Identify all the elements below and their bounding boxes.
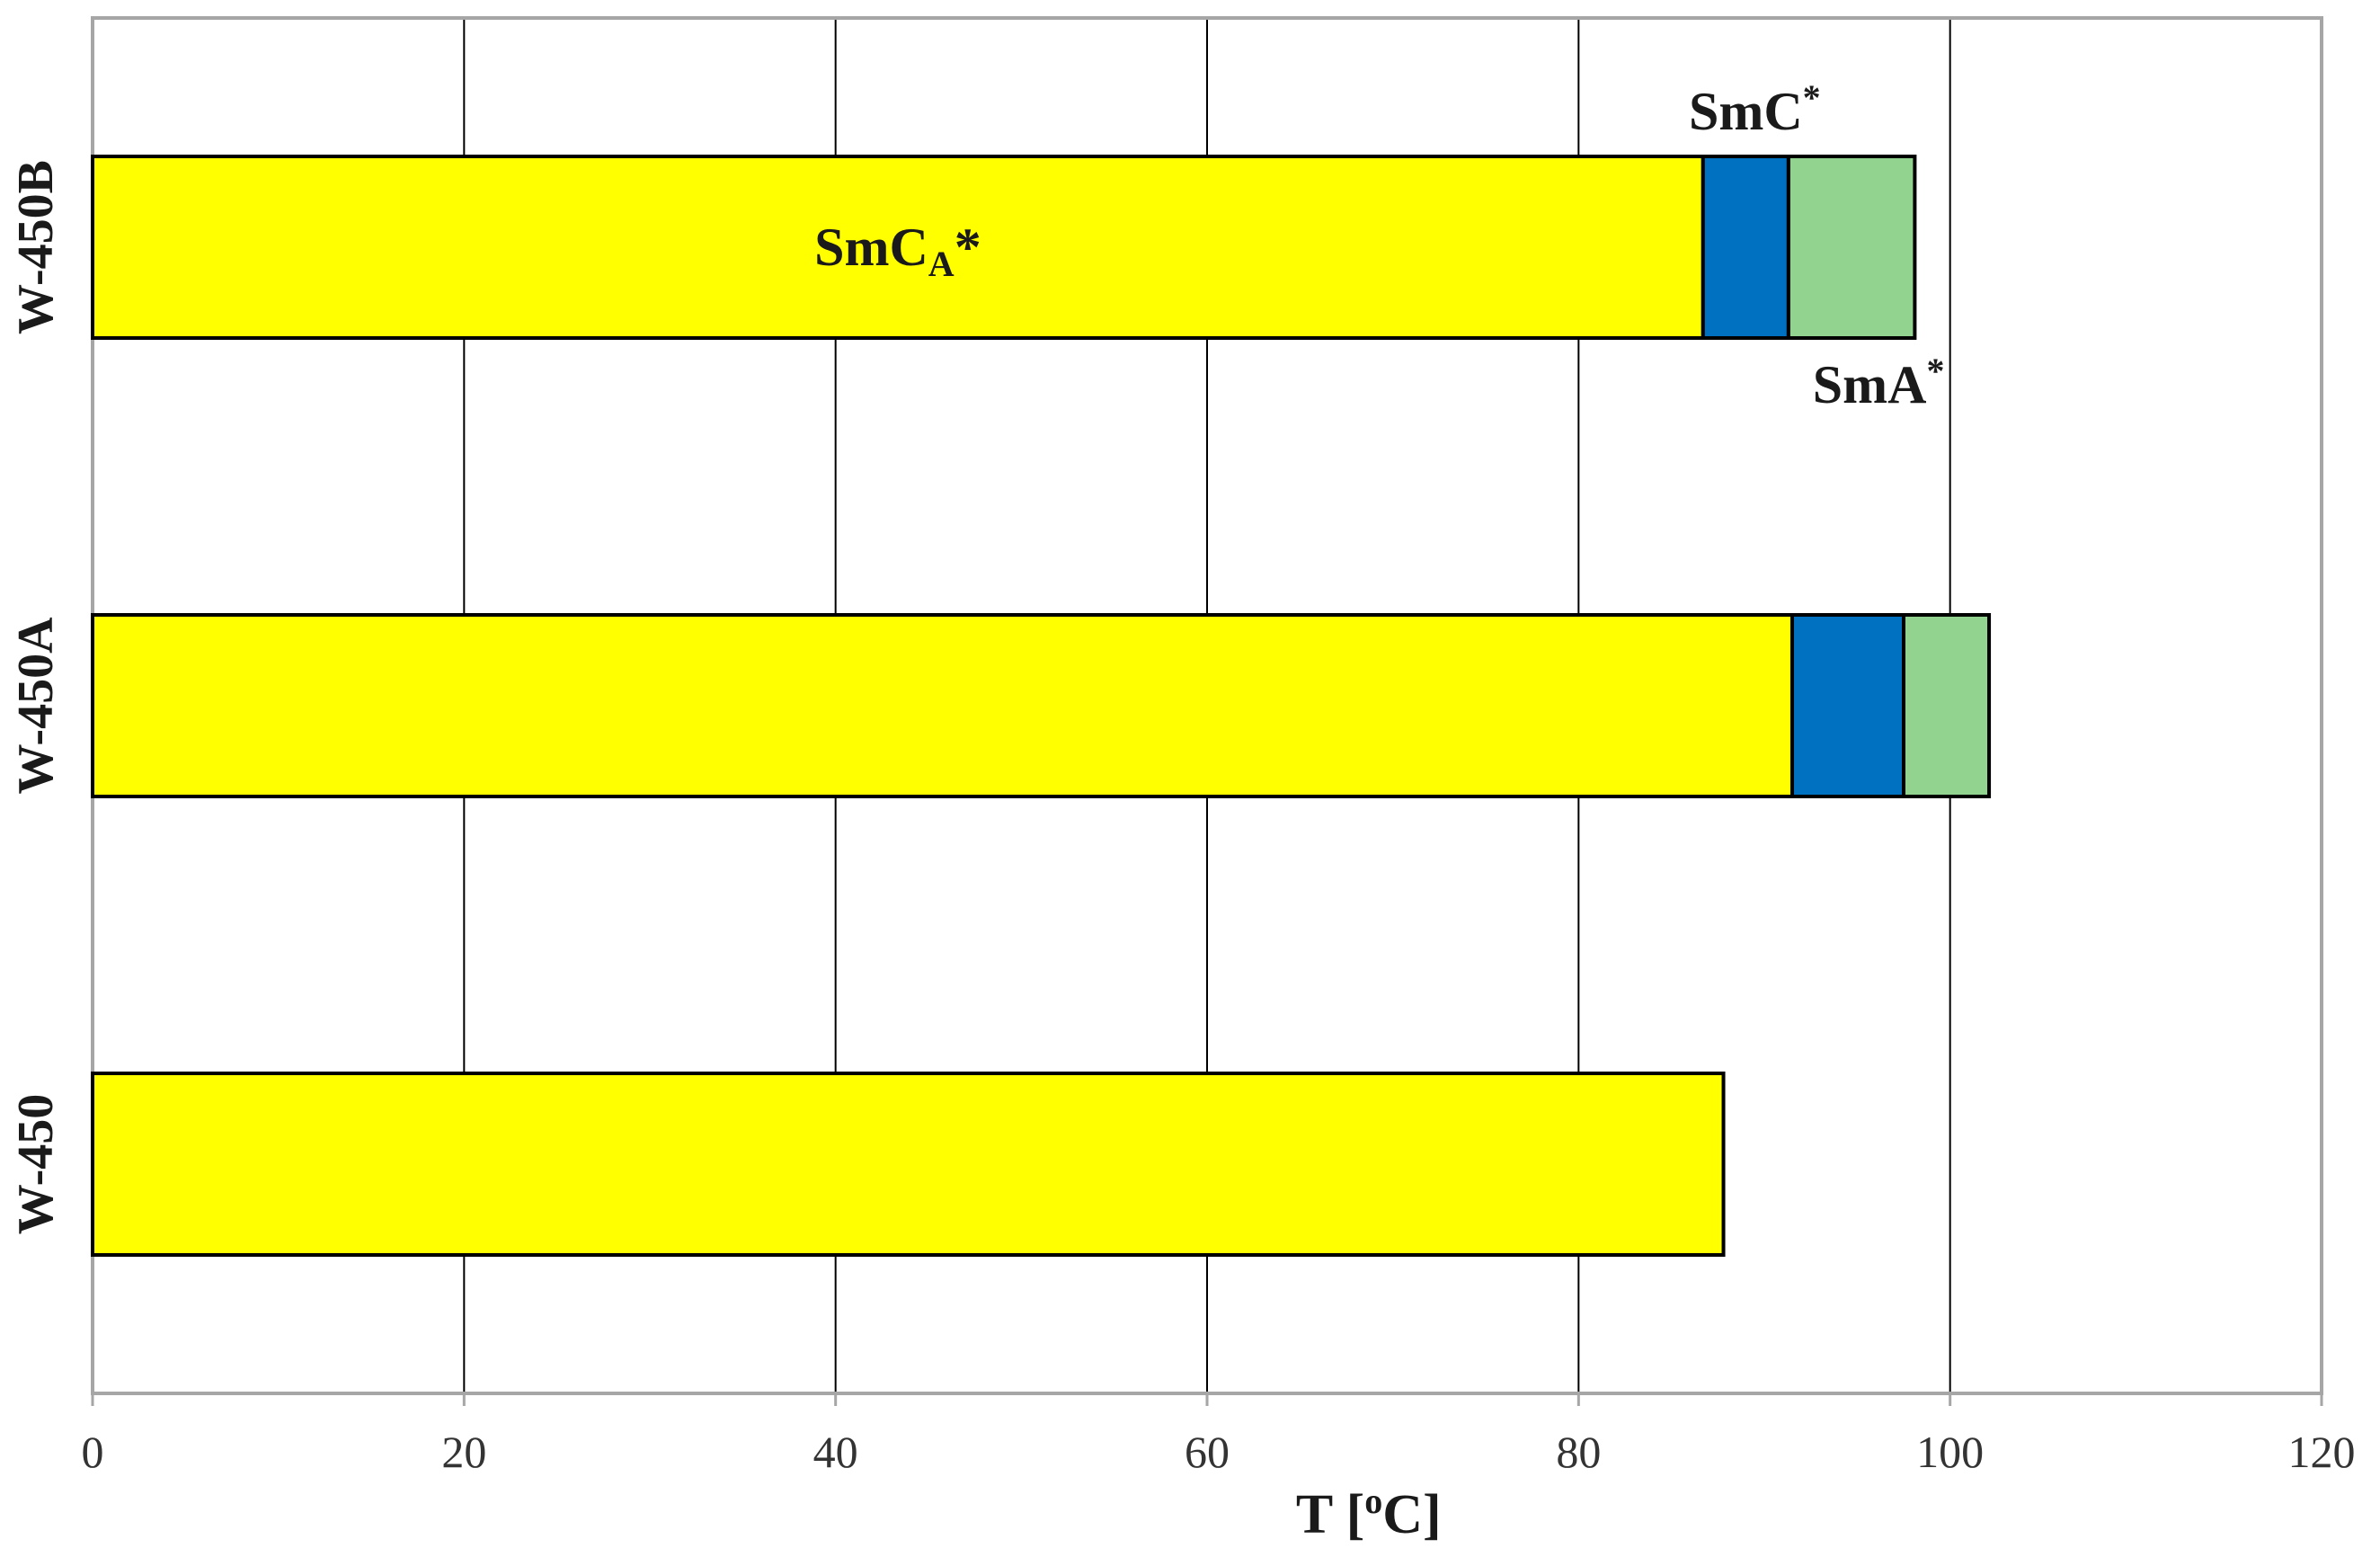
- x-axis-ticks: 0 20 40 60 80 100 120: [82, 1393, 2356, 1477]
- annotation-smc: SmC*: [1689, 77, 1821, 141]
- x-tick-label: 100: [1916, 1427, 1984, 1477]
- bars: [91, 155, 1992, 1257]
- bar-segment: [91, 155, 1705, 340]
- y-axis-categories: W-450B W-450A W-450: [8, 160, 64, 1234]
- bar-segment: [1786, 155, 1917, 340]
- annotation-smca: SmCA*: [814, 218, 981, 284]
- y-category-label: W-450A: [8, 617, 64, 795]
- bar-segment: [91, 1072, 1726, 1257]
- x-tick-label: 120: [2288, 1427, 2356, 1477]
- x-tick-label: 60: [1185, 1427, 1230, 1477]
- annotation-sma: SmA*: [1813, 351, 1945, 414]
- x-tick-label: 80: [1556, 1427, 1601, 1477]
- x-axis-title: T [oC]: [1296, 1481, 1442, 1545]
- bar-segment: [1701, 155, 1790, 340]
- y-category-label: W-450: [8, 1094, 64, 1235]
- x-tick-label: 0: [82, 1427, 104, 1477]
- x-tick-label: 20: [441, 1427, 486, 1477]
- bar-segment: [1790, 613, 1905, 798]
- bar-segment: [1902, 613, 1992, 798]
- bar-segment: [91, 613, 1794, 798]
- y-category-label: W-450B: [8, 160, 64, 334]
- x-tick-label: 40: [813, 1427, 858, 1477]
